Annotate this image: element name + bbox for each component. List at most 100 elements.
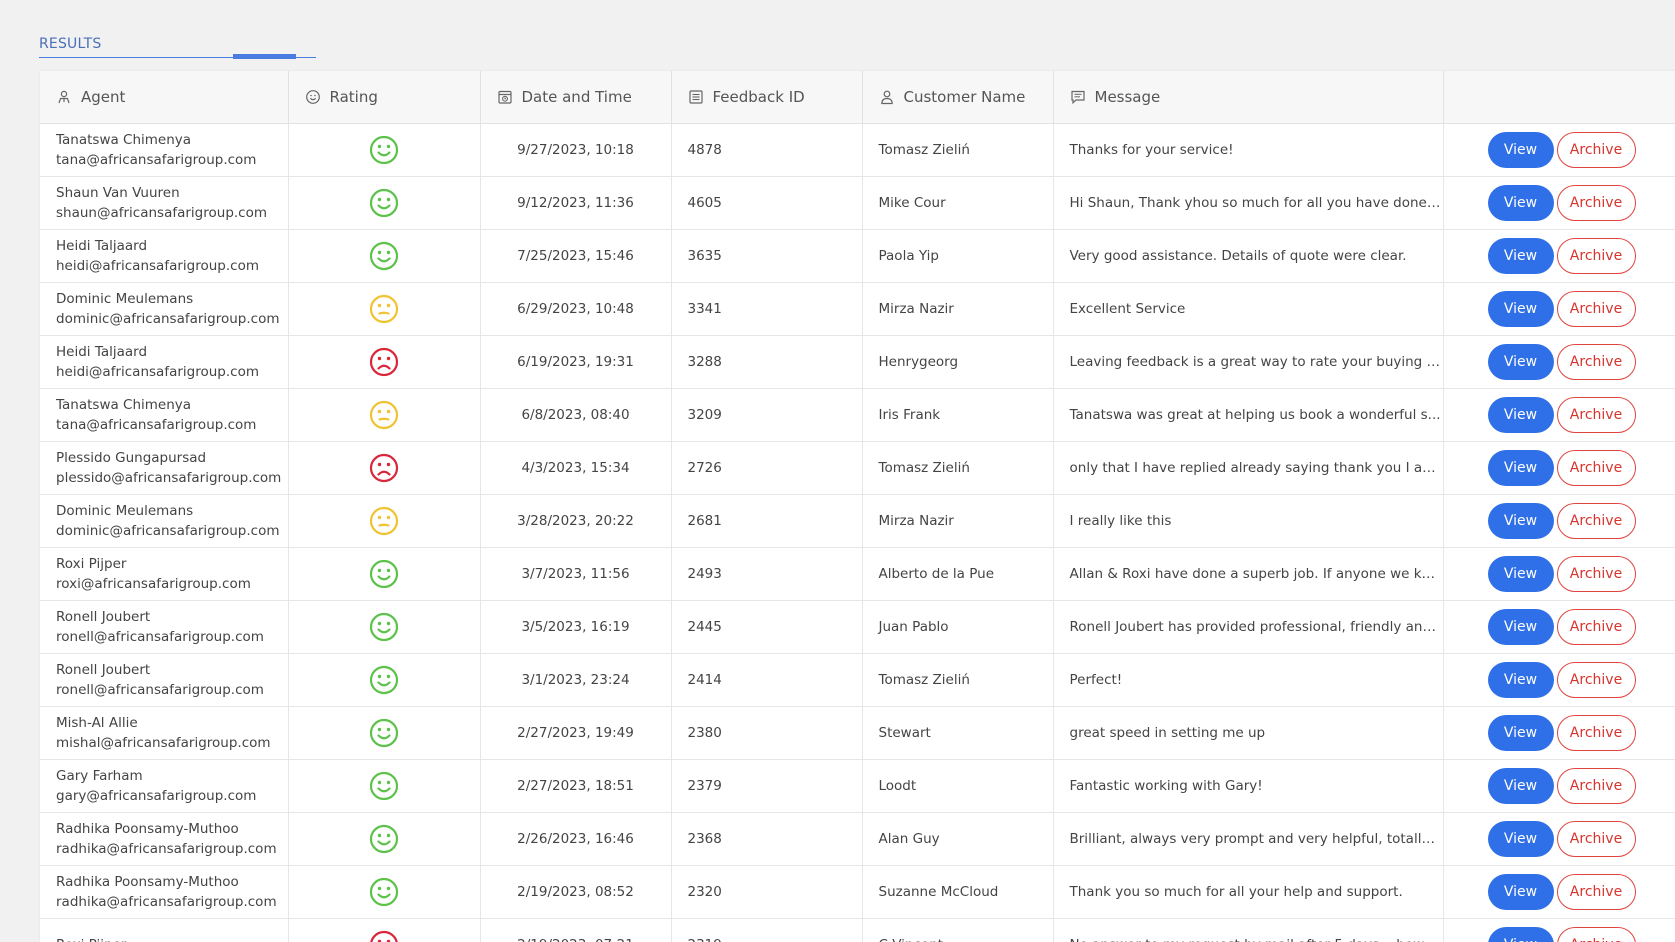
agent-name: Ronell Joubert [56, 661, 151, 678]
message-cell: Hi Shaun, Thank yhou so much for all you… [1053, 176, 1444, 230]
archive-button[interactable]: Archive [1556, 555, 1636, 592]
date-cell: 7/25/2023, 15:46 [480, 229, 672, 283]
archive-button[interactable]: Archive [1556, 131, 1636, 168]
message-cell: Perfect! [1053, 653, 1444, 707]
feedback-id-cell: 2445 [671, 600, 863, 654]
agent-cell: Roxi Pijper [40, 918, 289, 942]
column-header-date[interactable]: Date and Time [480, 71, 672, 124]
message-cell: only that I have replied already saying … [1053, 441, 1444, 495]
feedback-table: Agent Rating Date and Time [40, 71, 1675, 942]
rating-cell [288, 865, 481, 919]
view-button[interactable]: View [1487, 184, 1554, 221]
actions-cell: View Archive [1443, 494, 1675, 548]
actions-cell: View Archive [1443, 865, 1675, 919]
table-row: Mish-Al Allie mishal@africansafarigroup.… [40, 706, 1675, 760]
archive-button[interactable]: Archive [1556, 608, 1636, 645]
agent-icon [58, 90, 70, 103]
table-row: Radhika Poonsamy-Muthoo radhika@africans… [40, 865, 1675, 919]
agent-name: Shaun Van Vuuren [56, 184, 180, 201]
archive-button[interactable]: Archive [1556, 502, 1636, 539]
message-cell: Tanatswa was great at helping us book a … [1053, 388, 1444, 442]
view-button[interactable]: View [1487, 502, 1554, 539]
archive-button[interactable]: Archive [1556, 714, 1636, 751]
view-button[interactable]: View [1487, 661, 1554, 698]
view-button[interactable]: View [1487, 290, 1554, 327]
rating-cell [288, 812, 481, 866]
view-button[interactable]: View [1487, 237, 1554, 274]
view-button[interactable]: View [1487, 714, 1554, 751]
archive-button[interactable]: Archive [1556, 449, 1636, 486]
view-button[interactable]: View [1487, 449, 1554, 486]
agent-name: Tanatswa Chimenya [56, 131, 192, 148]
actions-cell: View Archive [1443, 335, 1675, 389]
actions-cell: View Archive [1443, 229, 1675, 283]
column-header-customer[interactable]: Customer Name [862, 71, 1054, 124]
view-button[interactable]: View [1487, 820, 1554, 857]
feedback-id-cell: 3209 [671, 388, 863, 442]
view-button[interactable]: View [1487, 873, 1554, 910]
archive-button[interactable]: Archive [1556, 396, 1636, 433]
rating-face-icon [369, 453, 399, 482]
table-row: Plessido Gungapursad plessido@africansaf… [40, 441, 1675, 495]
agent-name: Radhika Poonsamy-Muthoo [56, 873, 239, 890]
column-header-agent[interactable]: Agent [40, 71, 289, 124]
message-icon [1070, 90, 1085, 104]
agent-email: dominic@africansafarigroup.com [56, 310, 280, 327]
table-row: Roxi Pijper 2/19/2023, 07:21 2319 C Vinc… [40, 918, 1675, 942]
table-row: Heidi Taljaard heidi@africansafarigroup.… [40, 229, 1675, 283]
date-cell: 6/19/2023, 19:31 [480, 335, 672, 389]
message-cell: Fantastic working with Gary! [1053, 759, 1444, 813]
view-button[interactable]: View [1487, 131, 1554, 168]
agent-email: plessido@africansafarigroup.com [56, 469, 282, 486]
results-tab-indicator [233, 54, 296, 59]
customer-name-cell: Loodt [862, 759, 1054, 813]
rating-face-icon [369, 347, 399, 376]
rating-cell [288, 388, 481, 442]
table-header-row: Agent Rating Date and Time [40, 71, 1675, 124]
feedback-id-cell: 3288 [671, 335, 863, 389]
table-row: Heidi Taljaard heidi@africansafarigroup.… [40, 335, 1675, 389]
message-cell: Allan & Roxi have done a superb job. If … [1053, 547, 1444, 601]
feedback-id-cell: 2320 [671, 865, 863, 919]
actions-cell: View Archive [1443, 759, 1675, 813]
customer-name-cell: Tomasz Zieliń [862, 123, 1054, 177]
column-header-message[interactable]: Message [1053, 71, 1444, 124]
archive-button[interactable]: Archive [1556, 184, 1636, 221]
actions-cell: View Archive [1443, 388, 1675, 442]
rating-face-icon [369, 241, 399, 270]
view-button[interactable]: View [1487, 343, 1554, 380]
archive-button[interactable]: Archive [1556, 237, 1636, 274]
view-button[interactable]: View [1487, 608, 1554, 645]
customer-name-cell: Tomasz Zieliń [862, 441, 1054, 495]
rating-face-icon [369, 188, 399, 217]
customer-name-cell: Henrygeorg [862, 335, 1054, 389]
agent-cell: Radhika Poonsamy-Muthoo radhika@africans… [40, 865, 289, 919]
archive-button[interactable]: Archive [1556, 343, 1636, 380]
actions-cell: View Archive [1443, 441, 1675, 495]
archive-button[interactable]: Archive [1556, 873, 1636, 910]
customer-name-cell: C Vincent [862, 918, 1054, 942]
agent-cell: Plessido Gungapursad plessido@africansaf… [40, 441, 289, 495]
column-header-message-label: Message [1094, 87, 1161, 106]
date-cell: 3/28/2023, 20:22 [480, 494, 672, 548]
view-button[interactable]: View [1487, 767, 1554, 804]
column-header-rating[interactable]: Rating [288, 71, 481, 124]
archive-button[interactable]: Archive [1556, 290, 1636, 327]
actions-cell: View Archive [1443, 918, 1675, 942]
view-button[interactable]: View [1487, 555, 1554, 592]
view-button[interactable]: View [1487, 396, 1554, 433]
agent-name: Heidi Taljaard [56, 343, 148, 360]
rating-cell [288, 653, 481, 707]
view-button[interactable]: View [1487, 926, 1554, 942]
archive-button[interactable]: Archive [1556, 820, 1636, 857]
archive-button[interactable]: Archive [1556, 767, 1636, 804]
archive-button[interactable]: Archive [1556, 661, 1636, 698]
agent-cell: Ronell Joubert ronell@africansafarigroup… [40, 600, 289, 654]
agent-name: Heidi Taljaard [56, 237, 148, 254]
column-header-feedback-id[interactable]: Feedback ID [671, 71, 863, 124]
message-cell: Brilliant, always very prompt and very h… [1053, 812, 1444, 866]
agent-cell: Tanatswa Chimenya tana@africansafarigrou… [40, 388, 289, 442]
agent-email: shaun@africansafarigroup.com [56, 204, 268, 221]
archive-button[interactable]: Archive [1556, 926, 1636, 942]
agent-name: Mish-Al Allie [56, 714, 138, 731]
